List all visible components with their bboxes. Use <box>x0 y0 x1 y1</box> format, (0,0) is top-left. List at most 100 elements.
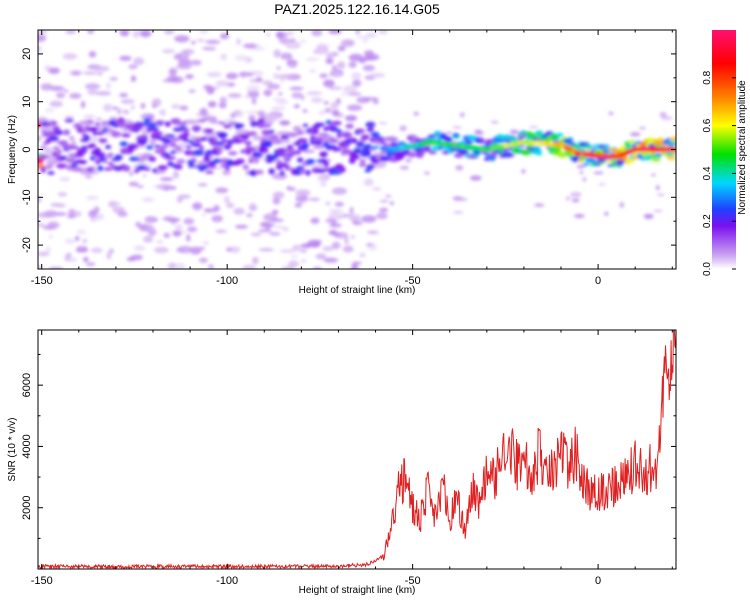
heatmap-band-cell <box>325 120 332 125</box>
heatmap-band-cell <box>148 156 157 163</box>
heatmap-noise-cell <box>371 187 382 191</box>
heatmap-noise-cell <box>191 40 196 45</box>
heatmap-noise-cell <box>235 224 248 229</box>
heatmap-noise-cell <box>328 213 344 221</box>
heatmap-band-cell <box>242 164 249 170</box>
colorbar: 0.0 0.2 0.4 0.6 0.8 Normalized spectral ampli… <box>702 30 748 276</box>
heatmap-band-cell <box>52 146 60 150</box>
heatmap-band-cell <box>254 169 263 175</box>
heatmap-band-cell <box>246 146 256 153</box>
heatmap-noise-cell <box>219 96 227 103</box>
heatmap-band-cell <box>86 119 94 125</box>
heatmap-band-cell <box>102 160 109 164</box>
heatmap-noise-cell <box>76 229 87 235</box>
heatmap-noise-cell <box>236 38 241 45</box>
heatmap-noise-cell <box>330 101 339 110</box>
heatmap-noise-cell <box>245 168 250 176</box>
heatmap-noise-cell <box>286 186 291 190</box>
heatmap-band-cell <box>96 131 105 136</box>
heatmap-noise-cell <box>329 223 342 228</box>
heatmap-noise-cell <box>313 144 326 150</box>
heatmap-noise-cell <box>651 173 656 177</box>
spectrogram-ytick-label: -20 <box>21 237 33 253</box>
heatmap-noise-cell <box>378 122 388 125</box>
heatmap-noise-cell <box>263 114 279 123</box>
heatmap-noise-cell <box>347 92 362 96</box>
heatmap-noise-cell <box>446 131 453 135</box>
heatmap-band-cell <box>197 118 207 123</box>
heatmap-noise-cell <box>331 187 348 195</box>
heatmap-noise-cell <box>128 181 139 187</box>
heatmap-noise-cell <box>319 180 327 187</box>
heatmap-noise-cell <box>226 202 235 209</box>
heatmap-band-cell <box>157 165 168 171</box>
heatmap-noise-cell <box>246 213 254 218</box>
heatmap-noise-cell <box>285 41 301 49</box>
heatmap-band-cell <box>586 157 596 163</box>
heatmap-noise-cell <box>199 30 209 34</box>
heatmap-noise-cell <box>308 239 323 245</box>
heatmap-noise-cell <box>64 115 75 120</box>
heatmap-noise-cell <box>277 92 283 96</box>
heatmap-noise-cell <box>355 30 361 35</box>
heatmap-noise-cell <box>64 238 76 245</box>
heatmap-band-cell <box>331 147 342 152</box>
heatmap-noise-cell <box>228 93 242 98</box>
heatmap-band-cell <box>145 145 154 150</box>
heatmap-noise-cell <box>598 183 606 186</box>
heatmap-noise-cell <box>270 106 286 110</box>
heatmap-band-cell <box>286 144 294 149</box>
heatmap-blobs <box>38 30 676 269</box>
heatmap-noise-cell <box>163 30 175 35</box>
heatmap-noise-cell <box>245 110 261 115</box>
heatmap-band-cell <box>366 164 375 170</box>
heatmap-band-cell <box>94 147 101 154</box>
heatmap-band-cell <box>173 163 183 170</box>
heatmap-noise-cell <box>310 97 324 103</box>
heatmap-band-cell <box>502 148 508 153</box>
heatmap-noise-cell <box>103 103 113 112</box>
heatmap-band-cell <box>236 123 245 128</box>
heatmap-noise-cell <box>325 58 334 65</box>
heatmap-band-cell <box>341 132 353 138</box>
heatmap-band-cell <box>279 120 291 126</box>
heatmap-noise-cell <box>342 245 354 253</box>
heatmap-noise-cell <box>509 129 519 135</box>
heatmap-band-cell <box>170 137 181 142</box>
heatmap-band-cell <box>277 152 288 157</box>
heatmap-noise-cell <box>363 50 375 57</box>
heatmap-noise-cell <box>273 225 286 229</box>
heatmap-noise-cell <box>352 221 363 226</box>
heatmap-band-cell <box>302 123 309 128</box>
heatmap-noise-cell <box>190 59 202 66</box>
heatmap-band-cell <box>294 141 301 146</box>
heatmap-noise-cell <box>368 244 378 251</box>
heatmap-noise-cell <box>276 66 281 70</box>
heatmap-noise-cell <box>83 114 96 119</box>
heatmap-noise-cell <box>196 38 206 43</box>
heatmap-noise-cell <box>215 229 227 233</box>
heatmap-band-cell <box>277 147 287 153</box>
heatmap-noise-cell <box>207 101 217 108</box>
heatmap-noise-cell <box>308 197 321 201</box>
heatmap-band-cell <box>191 157 197 163</box>
heatmap-noise-cell <box>108 200 118 208</box>
heatmap-noise-cell <box>460 112 465 118</box>
heatmap-band-cell <box>484 157 491 161</box>
heatmap-noise-cell <box>109 77 118 81</box>
heatmap-band-cell <box>358 163 367 168</box>
heatmap-noise-cell <box>574 214 585 218</box>
heatmap-band-cell <box>612 148 622 155</box>
heatmap-band-cell <box>248 158 254 164</box>
heatmap-band-cell <box>143 167 151 172</box>
heatmap-noise-cell <box>177 245 193 254</box>
heatmap-band-cell <box>90 155 95 161</box>
heatmap-band-cell <box>39 145 47 150</box>
heatmap-band-cell <box>407 134 417 139</box>
heatmap-band-cell <box>88 143 97 149</box>
heatmap-noise-cell <box>45 108 55 112</box>
heatmap-noise-cell <box>282 227 289 232</box>
heatmap-noise-cell <box>455 165 464 171</box>
heatmap-band-cell <box>221 139 229 143</box>
heatmap-noise-cell <box>62 53 78 60</box>
